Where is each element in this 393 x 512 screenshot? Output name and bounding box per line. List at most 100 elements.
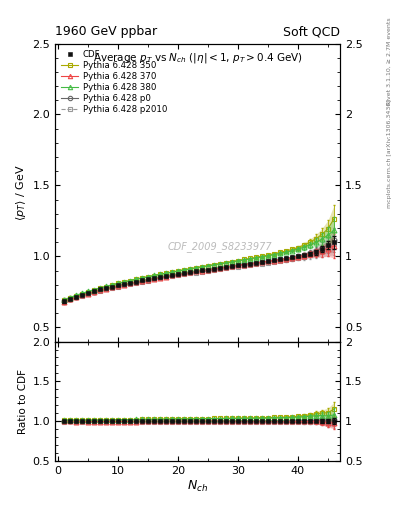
Pythia 6.428 350 <box>301 242 306 248</box>
Pythia 6.428 380 <box>158 271 162 278</box>
Pythia 6.428 p0 <box>86 290 90 296</box>
Pythia 6.428 380 <box>325 232 330 238</box>
CDF <box>206 267 210 273</box>
Pythia 6.428 p2010 <box>277 258 282 264</box>
Pythia 6.428 380 <box>128 278 132 284</box>
Pythia 6.428 370 <box>128 280 132 286</box>
Pythia 6.428 p2010 <box>140 279 144 285</box>
Pythia 6.428 p2010 <box>242 263 246 269</box>
Line: Pythia 6.428 p2010: Pythia 6.428 p2010 <box>62 241 336 304</box>
CDF <box>200 267 204 273</box>
Pythia 6.428 380 <box>206 263 210 269</box>
Pythia 6.428 p0 <box>301 252 306 258</box>
Pythia 6.428 p0 <box>163 273 168 280</box>
X-axis label: $N_{ch}$: $N_{ch}$ <box>187 478 208 494</box>
Pythia 6.428 p0 <box>170 272 174 279</box>
Pythia 6.428 380 <box>242 257 246 263</box>
Pythia 6.428 370 <box>152 275 156 282</box>
Pythia 6.428 380 <box>301 244 306 250</box>
Pythia 6.428 380 <box>314 239 318 245</box>
CDF <box>62 298 66 304</box>
CDF <box>314 249 318 255</box>
Pythia 6.428 350 <box>308 239 312 245</box>
Pythia 6.428 350 <box>140 275 144 281</box>
Pythia 6.428 p0 <box>332 237 336 243</box>
Pythia 6.428 370 <box>92 289 96 295</box>
Pythia 6.428 p2010 <box>97 288 102 294</box>
Pythia 6.428 380 <box>277 250 282 257</box>
CDF <box>104 285 108 291</box>
Pythia 6.428 p2010 <box>110 285 114 291</box>
CDF <box>236 262 241 268</box>
CDF <box>158 274 162 280</box>
Pythia 6.428 380 <box>122 279 127 285</box>
Pythia 6.428 370 <box>146 277 151 283</box>
Pythia 6.428 350 <box>104 284 108 290</box>
Pythia 6.428 p2010 <box>68 296 72 303</box>
Pythia 6.428 p2010 <box>253 261 258 267</box>
Pythia 6.428 380 <box>68 294 72 301</box>
Pythia 6.428 370 <box>116 283 120 289</box>
CDF <box>290 254 294 260</box>
Line: Pythia 6.428 380: Pythia 6.428 380 <box>62 228 336 303</box>
Pythia 6.428 350 <box>242 257 246 263</box>
Legend: CDF, Pythia 6.428 350, Pythia 6.428 370, Pythia 6.428 380, Pythia 6.428 p0, Pyth: CDF, Pythia 6.428 350, Pythia 6.428 370,… <box>59 48 169 116</box>
Pythia 6.428 380 <box>332 227 336 233</box>
Pythia 6.428 350 <box>277 249 282 255</box>
Pythia 6.428 350 <box>122 279 127 285</box>
CDF <box>152 275 156 281</box>
Pythia 6.428 350 <box>158 271 162 278</box>
Pythia 6.428 350 <box>110 282 114 288</box>
Pythia 6.428 350 <box>332 216 336 222</box>
CDF <box>242 262 246 268</box>
Pythia 6.428 p0 <box>242 261 246 267</box>
CDF <box>284 255 288 261</box>
CDF <box>97 286 102 292</box>
Pythia 6.428 380 <box>146 273 151 280</box>
Pythia 6.428 p0 <box>211 266 216 272</box>
Pythia 6.428 p2010 <box>260 261 264 267</box>
Pythia 6.428 370 <box>68 296 72 303</box>
Pythia 6.428 p2010 <box>284 257 288 263</box>
Pythia 6.428 p0 <box>266 258 270 264</box>
CDF <box>163 273 168 279</box>
Pythia 6.428 370 <box>62 298 66 305</box>
Pythia 6.428 380 <box>218 261 222 267</box>
Pythia 6.428 370 <box>86 290 90 296</box>
Pythia 6.428 p0 <box>182 270 186 276</box>
CDF <box>140 278 144 284</box>
CDF <box>308 250 312 257</box>
Pythia 6.428 370 <box>242 262 246 268</box>
CDF <box>218 265 222 271</box>
Pythia 6.428 370 <box>73 294 78 301</box>
Pythia 6.428 380 <box>272 251 276 258</box>
Pythia 6.428 350 <box>163 270 168 276</box>
CDF <box>301 252 306 258</box>
Pythia 6.428 p0 <box>80 292 84 298</box>
Pythia 6.428 380 <box>236 258 241 264</box>
Pythia 6.428 p2010 <box>290 257 294 263</box>
CDF <box>110 284 114 290</box>
Pythia 6.428 370 <box>200 268 204 274</box>
Pythia 6.428 350 <box>68 295 72 301</box>
Pythia 6.428 p2010 <box>206 268 210 274</box>
Pythia 6.428 370 <box>194 268 198 274</box>
Pythia 6.428 370 <box>248 261 252 267</box>
Pythia 6.428 370 <box>290 255 294 261</box>
Pythia 6.428 p0 <box>206 267 210 273</box>
Pythia 6.428 p2010 <box>266 260 270 266</box>
Pythia 6.428 p0 <box>110 284 114 290</box>
Pythia 6.428 p2010 <box>134 280 138 286</box>
Pythia 6.428 p0 <box>272 257 276 263</box>
Pythia 6.428 350 <box>92 287 96 293</box>
Pythia 6.428 350 <box>230 259 234 265</box>
Pythia 6.428 350 <box>97 285 102 291</box>
CDF <box>253 260 258 266</box>
Pythia 6.428 370 <box>325 246 330 252</box>
Pythia 6.428 350 <box>253 254 258 260</box>
Pythia 6.428 p0 <box>236 262 241 268</box>
Pythia 6.428 380 <box>224 260 228 266</box>
CDF <box>266 258 270 264</box>
Pythia 6.428 350 <box>73 293 78 299</box>
Pythia 6.428 370 <box>170 272 174 279</box>
